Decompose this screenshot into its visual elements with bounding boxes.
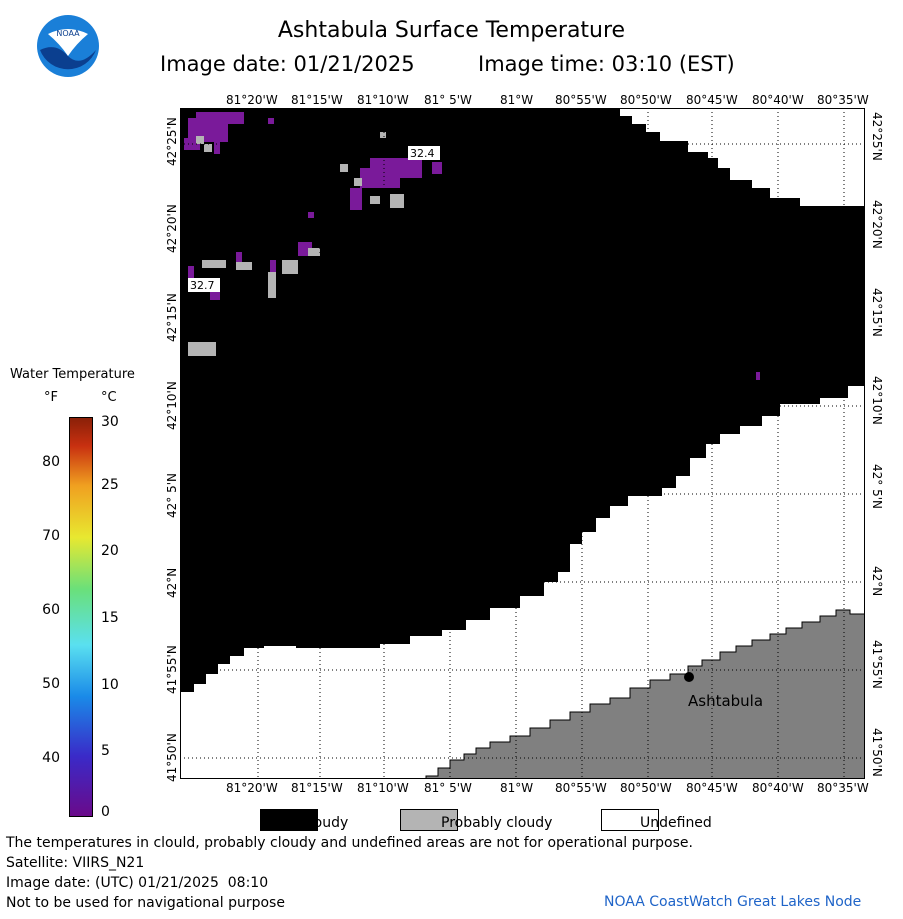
lat-label-right: 41°50'N xyxy=(870,728,884,777)
key-probably-cloudy-label: Probably cloudy xyxy=(441,815,553,831)
key-undefined-label: Undefined xyxy=(640,815,712,831)
footer-disclaimer: The temperatures in clould, probably clo… xyxy=(6,835,693,851)
legend-c-tick: 0 xyxy=(101,804,110,820)
city-label: Ashtabula xyxy=(688,692,763,710)
legend-c-tick: 20 xyxy=(101,543,119,559)
key-probably-cloudy-swatch xyxy=(400,809,458,831)
footer-credit: NOAA CoastWatch Great Lakes Node xyxy=(604,894,862,910)
probably-cloudy-pixels xyxy=(188,132,404,356)
cloudy-area xyxy=(180,108,865,692)
lon-label-bottom: 80°40'W xyxy=(752,781,804,795)
lat-label-right: 42°25'N xyxy=(870,112,884,161)
lon-label-top: 80°35'W xyxy=(817,93,869,107)
lat-label-left: 41°55'N xyxy=(165,645,179,694)
map-frame xyxy=(180,108,865,779)
legend-f-tick: 70 xyxy=(42,528,60,544)
lon-label-top: 81°20'W xyxy=(226,93,278,107)
lon-label-bottom: 81° 5'W xyxy=(424,781,472,795)
lat-label-right: 42°10'N xyxy=(870,376,884,425)
noaa-logo: NOAA xyxy=(36,14,100,78)
lon-label-top: 80°55'W xyxy=(555,93,607,107)
legend-c-tick: 10 xyxy=(101,677,119,693)
temperature-map: 32.4 32.7 Ashtabula xyxy=(180,108,865,779)
lon-label-top: 81°W xyxy=(500,93,534,107)
footer-satellite: Satellite: VIIRS_N21 xyxy=(6,855,145,871)
city-marker xyxy=(684,672,694,682)
key-cloudy-swatch xyxy=(260,809,318,831)
temp-label-1: 32.4 xyxy=(410,147,435,160)
lon-label-top: 80°45'W xyxy=(686,93,738,107)
lat-label-left: 41°50'N xyxy=(165,733,179,782)
lon-label-bottom: 80°35'W xyxy=(817,781,869,795)
lat-label-left: 42°10'N xyxy=(165,381,179,430)
lon-label-bottom: 80°45'W xyxy=(686,781,738,795)
lon-label-bottom: 80°55'W xyxy=(555,781,607,795)
unit-fahrenheit: °F xyxy=(44,390,58,405)
legend-f-tick: 40 xyxy=(42,750,60,766)
lat-label-left: 42°25'N xyxy=(165,117,179,166)
footer-utc-date: Image date: (UTC) 01/21/2025 08:10 xyxy=(6,875,269,891)
legend-c-tick: 25 xyxy=(101,477,119,493)
legend-title: Water Temperature xyxy=(10,367,135,382)
image-time: Image time: 03:10 (EST) xyxy=(478,52,735,76)
legend-c-tick: 30 xyxy=(101,414,119,430)
lat-label-left: 42° 5'N xyxy=(165,473,179,518)
legend-c-tick: 15 xyxy=(101,610,119,626)
lon-label-top: 81° 5'W xyxy=(424,93,472,107)
lon-label-bottom: 81°15'W xyxy=(291,781,343,795)
lat-label-left: 42°15'N xyxy=(165,293,179,342)
lat-label-left: 42°20'N xyxy=(165,204,179,253)
lon-label-bottom: 81°W xyxy=(500,781,534,795)
footer-navigation: Not to be used for navigational purpose xyxy=(6,895,285,911)
legend-f-tick: 80 xyxy=(42,454,60,470)
lon-label-top: 80°40'W xyxy=(752,93,804,107)
temp-label-2: 32.7 xyxy=(190,279,215,292)
color-scale-bar xyxy=(69,417,93,817)
page-title: Ashtabula Surface Temperature xyxy=(277,18,626,43)
lat-label-right: 41°55'N xyxy=(870,640,884,689)
legend-f-tick: 60 xyxy=(42,602,60,618)
lon-label-top: 80°50'W xyxy=(620,93,672,107)
legend-f-tick: 50 xyxy=(42,676,60,692)
lon-label-top: 81°10'W xyxy=(357,93,409,107)
legend-c-tick: 5 xyxy=(101,743,110,759)
unit-celsius: °C xyxy=(101,390,117,405)
image-date: Image date: 01/21/2025 xyxy=(160,52,415,76)
noaa-logo-text: NOAA xyxy=(56,29,80,38)
key-cloudy-label: Cloudy xyxy=(300,815,349,831)
lon-label-bottom: 81°20'W xyxy=(226,781,278,795)
lat-label-right: 42°15'N xyxy=(870,288,884,337)
lat-label-right: 42°N xyxy=(870,566,884,597)
lat-label-right: 42° 5'N xyxy=(870,464,884,509)
lon-label-bottom: 81°10'W xyxy=(357,781,409,795)
ice-temp-pixels xyxy=(184,112,760,380)
lat-label-left: 42°N xyxy=(165,567,179,598)
lat-label-right: 42°20'N xyxy=(870,200,884,249)
land-area xyxy=(425,609,865,779)
lon-label-bottom: 80°50'W xyxy=(620,781,672,795)
lon-label-top: 81°15'W xyxy=(291,93,343,107)
key-undefined-swatch xyxy=(601,809,659,831)
